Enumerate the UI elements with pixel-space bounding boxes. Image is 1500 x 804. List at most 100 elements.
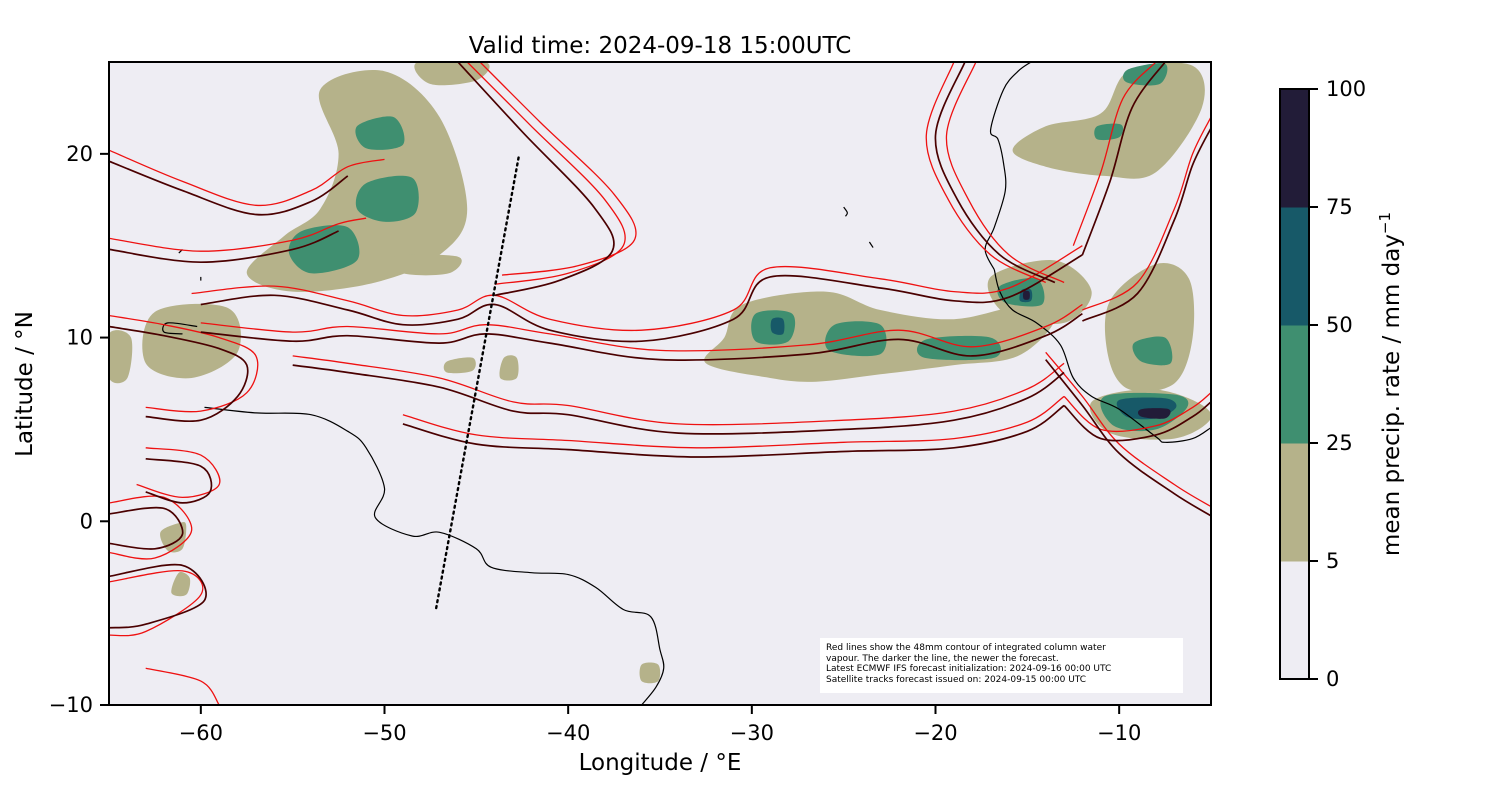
annotation-line: Satellite tracks forecast issued on: 202… bbox=[826, 674, 1087, 685]
map-frame bbox=[108, 61, 1212, 706]
iwv-contour-older bbox=[945, 62, 1065, 284]
iwv-contour-newest bbox=[1045, 359, 1211, 517]
colorbar-segment bbox=[1280, 207, 1309, 326]
colorbar-tick-label: 0 bbox=[1326, 667, 1339, 691]
colorbar-tick-label: 75 bbox=[1326, 195, 1353, 219]
precip-region bbox=[499, 355, 519, 381]
x-tick-label: −30 bbox=[730, 721, 774, 745]
coastline-layer bbox=[162, 1, 1211, 705]
annotation-line: Red lines show the 48mm contour of integ… bbox=[826, 643, 1106, 653]
x-tick-label: −10 bbox=[1097, 721, 1141, 745]
iwv-contour-older bbox=[925, 62, 1046, 284]
y-tick-label: 10 bbox=[66, 326, 93, 350]
iwv-contour-older bbox=[109, 314, 259, 413]
iwv-contour-older bbox=[466, 62, 626, 285]
colorbar-label-text: mean precip. rate / mm day bbox=[1379, 234, 1405, 556]
iwv-contour-newest bbox=[109, 563, 207, 629]
iwv-contour-older bbox=[145, 667, 220, 705]
colorbar-label-superscript: −1 bbox=[1376, 212, 1394, 234]
precip-region bbox=[171, 572, 191, 597]
colorbar-ticks: 0 5 25 50 75 100 bbox=[1309, 77, 1366, 691]
colorbar-segment bbox=[1280, 89, 1309, 208]
precip-region bbox=[1132, 336, 1173, 366]
precip-region bbox=[1022, 290, 1030, 300]
iwv-contour-newest bbox=[145, 457, 213, 504]
iwv-contour-older bbox=[136, 447, 221, 499]
annotation-line: vapour. The darker the line, the newer t… bbox=[826, 653, 1059, 664]
iwv-contour-older bbox=[402, 395, 1065, 449]
iwv-contour-newest bbox=[402, 404, 1065, 458]
colorbar-label: mean precip. rate / mm day−1 bbox=[1376, 212, 1405, 556]
iwv-contour-newest bbox=[200, 312, 1083, 361]
x-axis-label: Longitude / °E bbox=[579, 750, 742, 776]
y-tick-label: 20 bbox=[66, 142, 93, 166]
precip-region bbox=[1137, 408, 1171, 419]
iwv-contour-newest bbox=[109, 160, 349, 216]
map-area bbox=[109, 1, 1211, 705]
precip-region bbox=[109, 330, 133, 384]
satellite-track-layer bbox=[434, 156, 520, 611]
colorbar-segment bbox=[1280, 443, 1309, 562]
map-background bbox=[109, 62, 1211, 705]
iwv-contour-older bbox=[1082, 116, 1211, 311]
iwv-contour-older bbox=[109, 217, 367, 252]
precip-region bbox=[825, 321, 887, 357]
coastline bbox=[993, 269, 1211, 443]
iwv-contour-older bbox=[109, 569, 204, 637]
colorbar-tick-label: 100 bbox=[1326, 77, 1366, 101]
precip-region bbox=[389, 254, 462, 276]
iwv-contour-newest bbox=[934, 62, 1056, 284]
precip-region bbox=[770, 317, 785, 335]
iwv-contour-newest bbox=[1081, 62, 1166, 256]
precip-region bbox=[355, 116, 405, 150]
iwv-contour-layer bbox=[109, 62, 1211, 705]
iwv-contour-older bbox=[200, 303, 1083, 352]
iwv-contour-older bbox=[1063, 392, 1211, 433]
map-title: Valid time: 2024-09-18 15:00UTC bbox=[469, 33, 852, 59]
colorbar-tick-label: 50 bbox=[1326, 313, 1353, 337]
iwv-contour-newest bbox=[109, 230, 339, 264]
colorbar-tick-label: 25 bbox=[1326, 431, 1353, 455]
iwv-contour-older bbox=[1072, 62, 1157, 246]
coastline bbox=[204, 406, 665, 705]
precip-layer bbox=[109, 62, 1211, 684]
iwv-contour-older bbox=[109, 495, 193, 560]
iwv-contour-newest bbox=[457, 62, 615, 297]
precip-region bbox=[1094, 123, 1124, 141]
x-tick-label: −40 bbox=[546, 721, 590, 745]
coastline bbox=[868, 241, 874, 248]
colorbar: 0 5 25 50 75 100 mean precip. rate / mm day−1 bbox=[1279, 77, 1405, 691]
precip-region bbox=[1012, 62, 1205, 179]
iwv-contour-older bbox=[1045, 351, 1211, 508]
iwv-contour-older bbox=[292, 355, 1065, 426]
precip-region bbox=[639, 662, 661, 684]
colorbar-segment bbox=[1280, 325, 1309, 444]
colorbar-segment bbox=[1280, 561, 1309, 680]
coastline bbox=[984, 62, 1032, 270]
y-tick-label: 0 bbox=[80, 509, 93, 533]
coastline bbox=[972, 1, 976, 7]
x-tick-label: −60 bbox=[179, 721, 223, 745]
precip-region bbox=[414, 62, 490, 86]
iwv-contour-newest bbox=[1063, 401, 1211, 442]
coastline bbox=[162, 322, 198, 335]
y-axis-ticks: −10 0 10 20 bbox=[49, 142, 109, 717]
iwv-contour-newest bbox=[109, 506, 184, 550]
coastline bbox=[843, 206, 848, 217]
satellite-track bbox=[434, 156, 520, 611]
precip-region bbox=[355, 175, 419, 222]
iwv-contour-newest bbox=[1082, 127, 1211, 322]
x-axis-ticks: −60 −50 −40 −30 −20 −10 bbox=[179, 705, 1141, 745]
x-tick-label: −20 bbox=[913, 721, 957, 745]
annotation-line: Latest ECMWF IFS forecast initialization… bbox=[826, 664, 1112, 674]
iwv-contour-newest bbox=[109, 325, 249, 423]
precip-region bbox=[1123, 63, 1168, 86]
iwv-contour-older bbox=[191, 245, 1083, 332]
x-tick-label: −50 bbox=[362, 721, 406, 745]
annotation-box: Red lines show the 48mm contour of integ… bbox=[820, 638, 1183, 693]
y-axis-label: Latitude / °N bbox=[12, 311, 38, 457]
colorbar-tick-label: 5 bbox=[1326, 549, 1339, 573]
iwv-contour-older bbox=[479, 62, 637, 276]
